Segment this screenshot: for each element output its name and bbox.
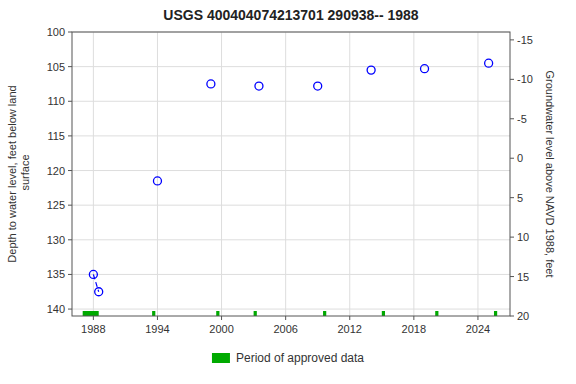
x-tick-label: 1988 (81, 323, 105, 335)
y2-tick (510, 316, 514, 317)
grid-line-x (349, 32, 350, 316)
grid-line-x (413, 32, 414, 316)
y-tick (68, 239, 72, 240)
grid-line-x (157, 32, 158, 316)
y-tick (68, 101, 72, 102)
grid-line-x (221, 32, 222, 316)
grid-line-y (72, 135, 510, 136)
x-tick-label: 1994 (145, 323, 169, 335)
y-tick-label: 120 (47, 165, 65, 177)
grid-line-y (72, 239, 510, 240)
period-bar (254, 311, 257, 316)
x-tick-label: 2012 (338, 323, 362, 335)
series-line (93, 274, 98, 291)
x-tick-label: 2024 (466, 323, 490, 335)
legend-label: Period of approved data (236, 351, 364, 365)
points (89, 59, 492, 296)
y2-tick-label: -5 (517, 113, 527, 125)
y-tick (68, 205, 72, 206)
y-tick-label: 125 (47, 199, 65, 211)
y-tick (68, 66, 72, 67)
x-tick (93, 316, 94, 320)
grid-line-y (72, 101, 510, 102)
x-tick-label: 2018 (402, 323, 426, 335)
y-tick (68, 32, 72, 33)
y-tick-label: 115 (47, 130, 65, 142)
period-bars (83, 311, 497, 316)
y-tick (68, 135, 72, 136)
y-tick (68, 170, 72, 171)
point (207, 80, 215, 88)
y2-tick (510, 237, 514, 238)
y2-tick-label: 20 (517, 310, 529, 322)
grid-line-y (72, 66, 510, 67)
x-tick-label: 2000 (209, 323, 233, 335)
point (153, 177, 161, 185)
grid-line-x (93, 32, 94, 316)
y-tick-label: 135 (47, 268, 65, 280)
y2-axis-label: Groundwater level above NAVD 1988, feet (544, 70, 556, 277)
grid (72, 32, 510, 316)
y2-tick (510, 118, 514, 119)
point (255, 82, 263, 90)
point (314, 82, 322, 90)
period-bar (494, 311, 497, 316)
y-tick (68, 309, 72, 310)
period-bar (382, 311, 385, 316)
plot-background (72, 32, 510, 316)
plot-frame (72, 32, 510, 316)
axes: 1988199420002006201220182024100105110115… (47, 26, 533, 335)
point (485, 59, 493, 67)
x-tick-label: 2006 (273, 323, 297, 335)
y-axis-label: Depth to water level, feet below land su… (6, 85, 31, 262)
grid-line-y (72, 205, 510, 206)
legend-swatch (212, 353, 230, 363)
period-bar (323, 311, 326, 316)
period-bar (83, 311, 99, 316)
chart: 1988199420002006201220182024100105110115… (0, 0, 576, 384)
x-tick (221, 316, 222, 320)
point (367, 66, 375, 74)
y-tick-label: 105 (47, 61, 65, 73)
y-tick-label: 140 (47, 303, 65, 315)
grid-line-x (477, 32, 478, 316)
x-tick (285, 316, 286, 320)
y2-tick (510, 79, 514, 80)
x-tick (157, 316, 158, 320)
y2-tick-label: 5 (517, 192, 523, 204)
grid-line-y (72, 170, 510, 171)
x-tick (477, 316, 478, 320)
x-tick (413, 316, 414, 320)
y2-tick (510, 197, 514, 198)
legend: Period of approved data (212, 351, 364, 365)
title: USGS 400404074213701 290938-- 1988 (163, 7, 419, 23)
grid-line-x (285, 32, 286, 316)
y-tick-label: 110 (47, 95, 65, 107)
y2-tick (510, 158, 514, 159)
x-tick (349, 316, 350, 320)
period-bar (435, 311, 438, 316)
grid-line-y (72, 274, 510, 275)
grid-line-y (72, 309, 510, 310)
y2-tick-label: 0 (517, 152, 523, 164)
period-bar (152, 311, 155, 316)
y-tick-label: 100 (47, 26, 65, 38)
y2-tick-label: -10 (517, 73, 533, 85)
period-bar (216, 311, 219, 316)
point (421, 65, 429, 73)
y2-tick (510, 39, 514, 40)
y2-tick (510, 276, 514, 277)
plot-area (83, 59, 497, 316)
y2-tick-label: 15 (517, 271, 529, 283)
y2-tick-label: 10 (517, 231, 529, 243)
y-tick (68, 274, 72, 275)
y-tick-label: 130 (47, 234, 65, 246)
y2-tick-label: -15 (517, 34, 533, 46)
